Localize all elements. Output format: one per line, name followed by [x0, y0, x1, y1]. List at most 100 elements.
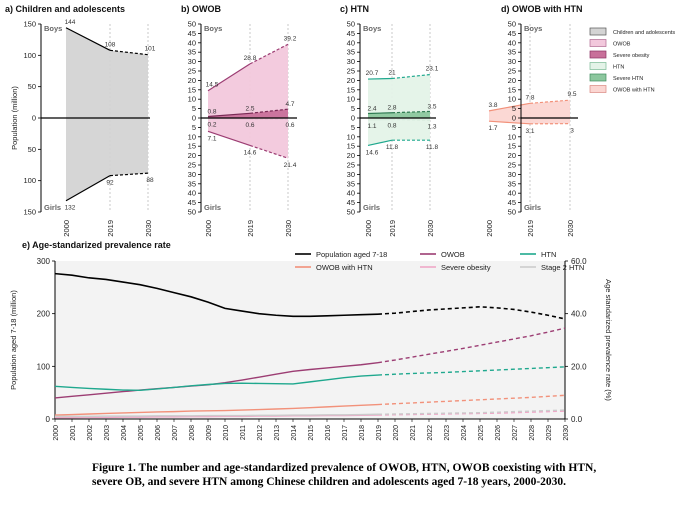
y-tick-label-d: 45	[508, 29, 516, 38]
series-line-solid-e-0	[54, 272, 379, 318]
y-tick-label-c: 45	[347, 198, 355, 207]
y-tick-label-d: 30	[508, 170, 516, 179]
y-tick-label-a: 100	[23, 51, 36, 60]
y-tick-label-c: 25	[347, 161, 355, 170]
x-tick-label-e: 2020	[393, 425, 400, 441]
y-tick-label-c: 45	[347, 29, 355, 38]
x-tick-label-e: 2015	[308, 425, 315, 441]
x-tick-label-b: 2019	[246, 220, 255, 237]
x-tick-label-c: 2030	[426, 220, 435, 237]
legend-swatch-abcd	[589, 27, 607, 36]
y-tick-label-b: 40	[188, 38, 196, 47]
line-solid-c-girls-1	[367, 139, 393, 147]
y-tick-label-b: 25	[188, 161, 196, 170]
legend-label-abcd: Severe HTN	[613, 76, 643, 82]
value-label-a: 132	[65, 205, 76, 212]
y-axis-label-right-e: Age standarized prevalence rate (%)	[604, 279, 613, 401]
value-label-c: 1.1	[367, 123, 376, 130]
y-tick-label-d: 25	[508, 67, 516, 76]
y-tick-label-right-e: 40.0	[571, 310, 587, 319]
y-tick-label-a: 150	[23, 208, 36, 217]
legend-label-abcd: Children and adolescents	[613, 30, 675, 36]
y-axis-label-a: Population (million)	[10, 86, 19, 150]
y-tick-label-c: 5	[351, 104, 355, 113]
line-solid-a-girls-0	[65, 175, 111, 202]
y-tick-label-c: 25	[347, 67, 355, 76]
line-solid-c-boys-1	[367, 112, 393, 115]
y-tick-label-c: 5	[351, 123, 355, 132]
area-a-girls-0	[66, 118, 148, 201]
y-tick-label-d: 5	[512, 104, 516, 113]
line-solid-d-girls-0	[488, 120, 531, 125]
y-tick-label-e: 0	[46, 415, 51, 424]
y-tick-label-d: 35	[508, 179, 516, 188]
y-tick-label-a: 50	[28, 82, 36, 91]
value-label-c: 3.5	[427, 103, 436, 110]
series-line-dashed-e-4	[377, 366, 566, 376]
area-c-boys-0	[368, 74, 430, 118]
legend-swatch-abcd	[589, 39, 607, 47]
y-tick-label-d: 5	[512, 123, 516, 132]
value-label-b: 39.2	[284, 35, 297, 42]
value-label-b: 0.6	[285, 122, 294, 129]
value-label-d: 3.1	[525, 128, 534, 135]
y-tick-label-c: 30	[347, 170, 355, 179]
value-label-a: 88	[146, 177, 154, 184]
y-tick-label-a: 100	[23, 176, 36, 185]
y-tick-label-b: 35	[188, 179, 196, 188]
figure-caption: Figure 1. The number and age-standardize…	[92, 462, 597, 488]
girls-label-b: Girls	[204, 203, 221, 212]
y-tick-label-b: 45	[188, 198, 196, 207]
x-tick-label-b: 2000	[204, 220, 213, 237]
line-solid-a-boys-0	[65, 27, 111, 51]
y-tick-label-d: 20	[508, 76, 516, 85]
plot-background-e	[55, 261, 565, 419]
legend-label-e: HTN	[541, 250, 556, 259]
x-tick-label-e: 2006	[155, 425, 162, 441]
legend-label-e: Stage 2 HTN	[541, 263, 584, 272]
x-tick-label-e: 2013	[274, 425, 281, 441]
boys-label-d: Boys	[524, 24, 542, 33]
value-label-b: 7.1	[207, 135, 216, 142]
y-tick-label-c: 15	[347, 142, 355, 151]
value-label-d: 3.8	[488, 102, 497, 109]
area-d-boys-0	[489, 100, 570, 118]
y-tick-label-d: 25	[508, 161, 516, 170]
value-label-b: 14.5	[206, 82, 219, 89]
y-tick-label-right-e: 0.0	[571, 415, 583, 424]
x-tick-label-e: 2026	[495, 425, 502, 441]
x-tick-label-e: 2010	[223, 425, 230, 441]
y-tick-label-c: 40	[347, 189, 355, 198]
x-tick-label-b: 2030	[284, 220, 293, 237]
value-label-c: 1.3	[427, 123, 436, 130]
value-label-c: 0.8	[387, 123, 396, 130]
y-tick-label-d: 50	[508, 20, 516, 29]
x-tick-label-e: 2007	[172, 425, 179, 441]
value-label-d: 1.7	[488, 125, 497, 132]
y-tick-label-a: 0	[32, 114, 36, 123]
value-label-b: 0.8	[207, 108, 216, 115]
girls-label-d: Girls	[524, 203, 541, 212]
y-tick-label-a: 150	[23, 20, 36, 29]
legend-swatch-abcd	[589, 73, 607, 82]
y-tick-label-c: 0	[351, 114, 355, 123]
line-dashed-a-girls-0	[109, 172, 149, 177]
value-label-c: 23.1	[426, 66, 439, 73]
area-b-boys-0	[208, 44, 288, 118]
y-tick-label-c: 35	[347, 48, 355, 57]
y-axis-label-e: Population aged 7-18 (million)	[9, 290, 18, 390]
y-tick-label-right-e: 20.0	[571, 362, 587, 371]
panel-title-c: c) HTN	[340, 4, 369, 14]
y-tick-label-d: 40	[508, 38, 516, 47]
y-tick-label-d: 10	[508, 95, 516, 104]
line-solid-b-girls-1	[207, 130, 251, 147]
value-label-d: 7.8	[525, 94, 534, 101]
y-tick-label-e: 300	[37, 257, 51, 266]
x-tick-label-d: 2019	[526, 220, 535, 237]
y-tick-label-c: 20	[347, 76, 355, 85]
x-tick-label-e: 2001	[70, 425, 77, 441]
y-tick-label-d: 0	[512, 114, 516, 123]
y-tick-label-b: 20	[188, 151, 196, 160]
x-tick-label-e: 2030	[563, 425, 570, 441]
value-label-a: 144	[65, 19, 76, 26]
